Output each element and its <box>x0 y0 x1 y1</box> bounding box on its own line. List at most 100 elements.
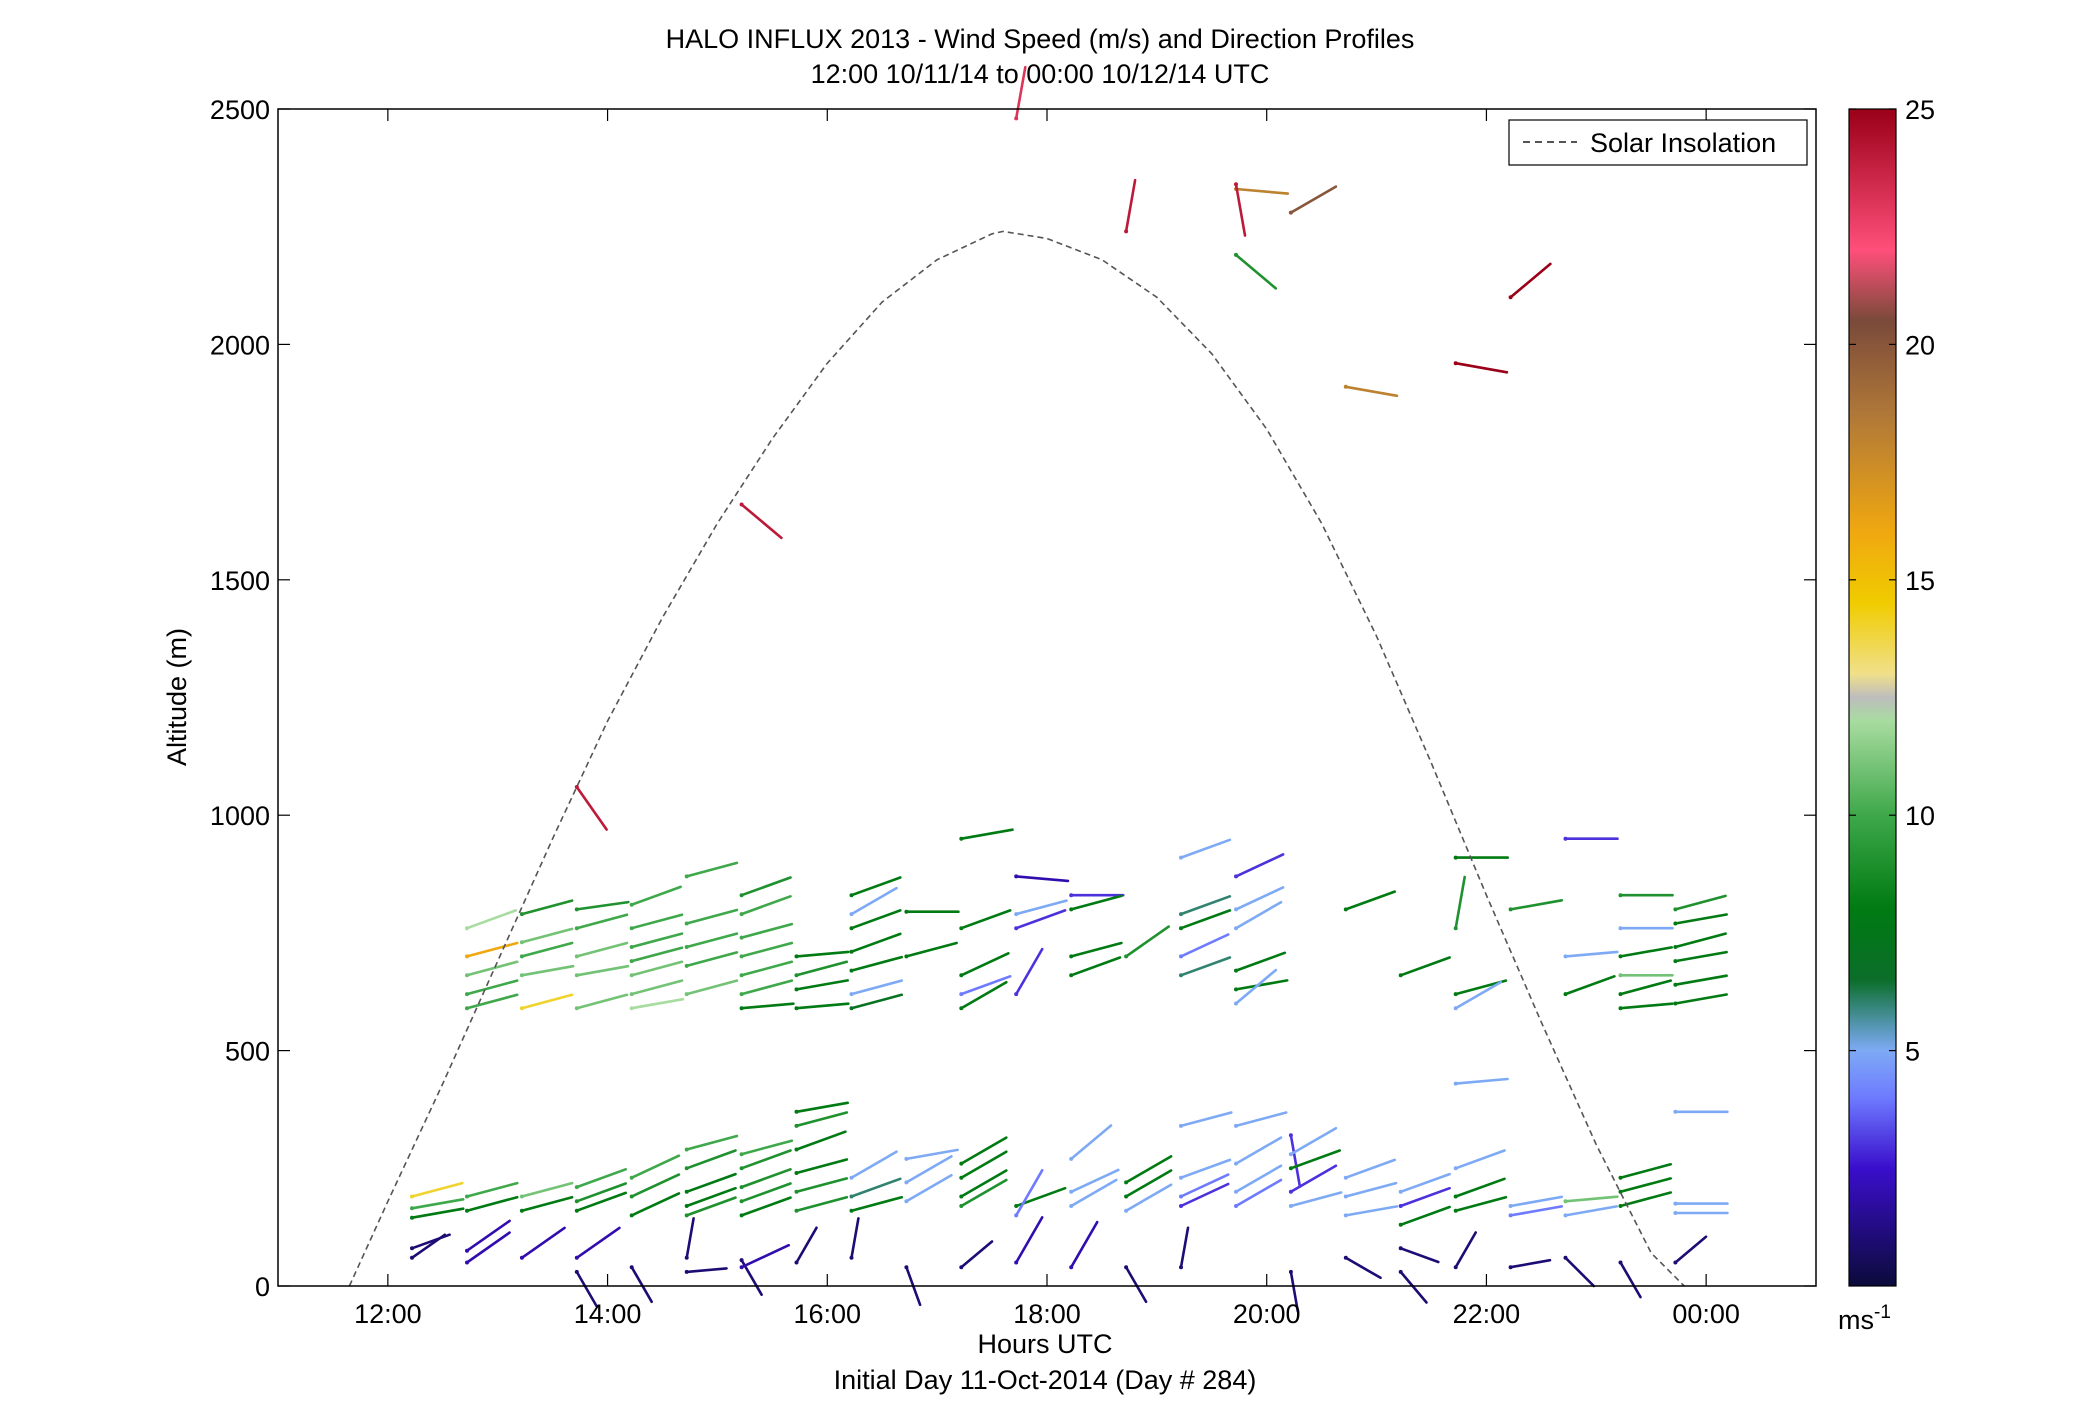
wind-barb <box>1124 1265 1148 1304</box>
wind-barb <box>1454 1149 1506 1170</box>
wind-barb-origin <box>1288 1133 1293 1138</box>
wind-barb-origin <box>739 1258 744 1263</box>
wind-barb-origin <box>959 1194 964 1199</box>
wind-barb <box>630 946 684 963</box>
wind-barb-origin <box>465 1208 469 1213</box>
x-axis-secondary-label: Initial Day 11-Oct-2014 (Day # 284) <box>834 1365 1257 1395</box>
wind-barb <box>850 909 902 930</box>
wind-barb-origin <box>1288 1166 1293 1171</box>
wind-barb-origin <box>794 1147 799 1152</box>
wind-barb-origin <box>1014 926 1019 931</box>
wind-barb-origin <box>1014 1204 1019 1208</box>
wind-barb-origin <box>739 954 744 959</box>
wind-barb <box>1564 1256 1596 1288</box>
wind-barb-origin <box>1618 1260 1623 1265</box>
wind-barb-origin <box>794 1123 799 1128</box>
y-tick-label: 2500 <box>210 95 270 125</box>
wind-barb-origin <box>1124 1194 1129 1199</box>
wind-barb <box>465 960 519 977</box>
wind-barb <box>630 997 685 1010</box>
wind-barb <box>1069 894 1123 911</box>
wind-barb-origin <box>849 949 854 954</box>
wind-barb <box>1564 950 1619 958</box>
colorbar-tick-label: 25 <box>1905 95 1935 125</box>
wind-barb <box>520 964 575 977</box>
wind-barb-origin <box>849 1194 854 1199</box>
wind-barb <box>1179 1182 1230 1208</box>
wind-barb-origin <box>684 1166 689 1171</box>
wind-barb-origin <box>1179 926 1183 931</box>
wind-barb-origin <box>1014 874 1019 879</box>
wind-barb <box>1179 1173 1230 1198</box>
wind-barb <box>795 1002 850 1010</box>
y-tick-label: 2000 <box>210 330 270 360</box>
wind-barb-origin <box>410 1246 414 1251</box>
wind-barb-origin <box>1288 1189 1293 1194</box>
wind-barb <box>410 1198 465 1210</box>
chart-subtitle: 12:00 10/11/14 to 00:00 10/12/14 UTC <box>811 59 1270 89</box>
wind-barb <box>1014 65 1027 120</box>
wind-barb <box>959 1178 1008 1208</box>
wind-barb-origin <box>1234 968 1238 973</box>
wind-barb <box>1234 900 1283 930</box>
wind-barb-origin <box>959 836 964 841</box>
wind-barb-origin <box>1179 1175 1183 1180</box>
wind-barb <box>740 1149 792 1170</box>
wind-barb <box>1344 1205 1399 1217</box>
wind-barb-origin <box>1069 893 1074 898</box>
wind-barb <box>1619 1191 1672 1208</box>
wind-barb-origin <box>465 954 469 959</box>
wind-barb-origin <box>410 1255 414 1260</box>
wind-barb <box>959 1150 1008 1179</box>
wind-barb-origin <box>739 1265 744 1270</box>
wind-barb <box>630 979 684 996</box>
wind-barb <box>575 993 629 1010</box>
wind-barb-origin <box>684 1189 689 1194</box>
wind-barb-origin <box>1234 987 1238 992</box>
wind-barb-origin <box>739 1185 744 1190</box>
wind-barb <box>795 1101 850 1114</box>
wind-barb-origin <box>1453 1006 1458 1011</box>
wind-barb-origin <box>904 1265 909 1270</box>
wind-barb-origin <box>1343 1255 1348 1260</box>
wind-barb-origin <box>959 1161 964 1166</box>
wind-barb-origin <box>1453 1166 1458 1171</box>
wind-barb-origin <box>1069 1265 1074 1270</box>
wind-barb-origin <box>904 954 909 959</box>
wind-barb-origin <box>684 874 689 879</box>
wind-barb-origin <box>1343 907 1348 912</box>
wind-barb-origin <box>574 926 579 931</box>
wind-barb-origin <box>1673 1109 1678 1114</box>
wind-barb-origin <box>849 968 854 973</box>
wind-barb-origin <box>1179 912 1183 917</box>
wind-barb-origin <box>410 1206 414 1211</box>
wind-barb <box>685 1149 737 1170</box>
wind-barb <box>795 1177 849 1194</box>
wind-barb <box>795 1111 849 1128</box>
wind-barb <box>959 980 1008 1010</box>
wind-barb <box>1014 899 1068 916</box>
wind-barb <box>520 1226 566 1260</box>
wind-barb-origin <box>1673 921 1678 926</box>
wind-barb-origin <box>574 954 579 959</box>
colorbar-tick-label: 20 <box>1905 330 1935 360</box>
wind-barb-origin <box>629 945 634 949</box>
wind-barb-origin <box>794 973 799 978</box>
wind-barb-origin <box>1673 1001 1678 1006</box>
wind-barb <box>630 1173 681 1198</box>
wind-barb-origin <box>1069 907 1074 912</box>
colorbar-unit: ms <box>1838 1305 1874 1335</box>
wind-barb <box>1509 1258 1552 1269</box>
wind-barb-origin <box>1563 1255 1568 1260</box>
wind-barb <box>1289 1191 1343 1208</box>
wind-barb <box>1674 913 1728 925</box>
wind-barb-origin <box>739 992 744 997</box>
wind-barb <box>740 941 794 958</box>
wind-barb <box>1014 875 1070 883</box>
wind-barb <box>1509 262 1552 299</box>
colorbar-unit-exponent: -1 <box>1874 1302 1891 1323</box>
wind-barb-origin <box>1563 1213 1568 1218</box>
wind-barb <box>575 785 608 831</box>
wind-barb <box>465 1195 519 1212</box>
